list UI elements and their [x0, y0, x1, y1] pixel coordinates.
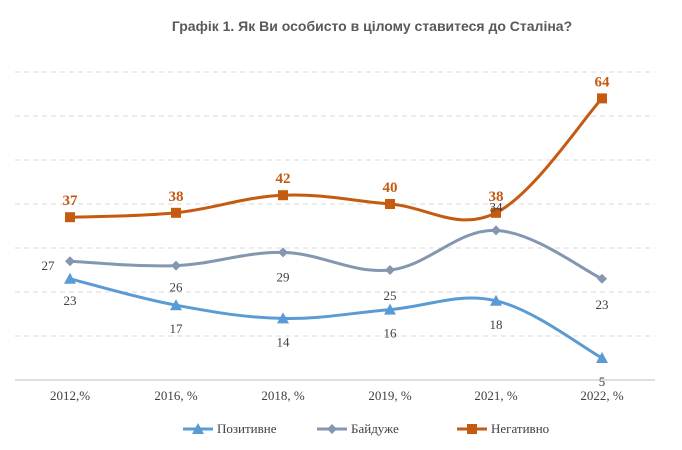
gridlines	[15, 71, 655, 337]
data-point-marker	[171, 260, 181, 271]
data-point-marker	[170, 299, 182, 311]
data-label: 40	[383, 180, 398, 196]
legend-label: Негативно	[491, 421, 549, 436]
legend-swatch-marker	[467, 424, 477, 434]
chart-title: Графік 1. Як Ви особисто в цілому ставит…	[172, 18, 572, 34]
series-line-2	[68, 228, 604, 281]
data-label: 5	[599, 374, 606, 389]
data-point-marker	[491, 225, 501, 236]
data-point-marker	[277, 312, 289, 324]
data-label: 34	[490, 199, 504, 214]
legend-swatch-marker	[192, 423, 204, 434]
data-point-marker	[597, 273, 607, 284]
data-point-marker	[385, 199, 395, 209]
legend: Позитивне Байдуже Негативно	[183, 421, 549, 436]
legend-label: Байдуже	[351, 421, 399, 436]
x-axis: 2012,% 2016, % 2018, % 2019, % 2021, % 2022, …	[15, 379, 655, 403]
data-point-marker	[278, 247, 288, 258]
data-point-marker	[385, 265, 395, 275]
data-label: 18	[490, 317, 503, 332]
data-label: 42	[276, 171, 291, 187]
series-line-3	[68, 96, 604, 222]
data-point-marker	[490, 294, 502, 306]
series-group	[64, 93, 608, 363]
data-label: 38	[169, 189, 184, 205]
data-label: 64	[595, 74, 611, 90]
data-point-marker	[278, 190, 288, 201]
data-label: 27	[42, 258, 56, 273]
data-label: 26	[170, 280, 184, 295]
series-line-1	[68, 277, 604, 360]
data-point-marker	[171, 207, 181, 218]
x-tick-label: 2016, %	[154, 388, 198, 403]
x-tick-label: 2021, %	[474, 388, 518, 403]
data-label: 23	[596, 297, 609, 312]
data-label: 16	[384, 326, 398, 341]
data-point-marker	[491, 207, 501, 218]
data-point-marker	[597, 93, 607, 104]
data-label: 38	[489, 189, 504, 205]
data-label: 29	[277, 269, 290, 284]
data-label: 17	[170, 321, 184, 336]
data-labels: 23 17 14 16 18 5 27 26 29 25 34 23 37 38 42 40 38 64	[42, 74, 611, 389]
x-tick-label: 2012,%	[50, 388, 90, 403]
data-point-marker	[596, 352, 608, 363]
x-tick-label: 2019, %	[368, 388, 412, 403]
data-point-marker	[64, 272, 76, 284]
legend-label: Позитивне	[217, 421, 277, 436]
data-label: 14	[277, 334, 291, 349]
data-label: 23	[64, 293, 77, 308]
x-tick-label: 2018, %	[261, 388, 305, 403]
data-point-marker	[65, 256, 75, 267]
x-tick-label: 2022, %	[580, 388, 624, 403]
data-label: 25	[384, 288, 397, 303]
data-label: 37	[63, 193, 79, 209]
data-point-marker	[65, 212, 75, 223]
legend-swatch-marker	[327, 424, 337, 434]
data-point-marker	[384, 303, 396, 315]
